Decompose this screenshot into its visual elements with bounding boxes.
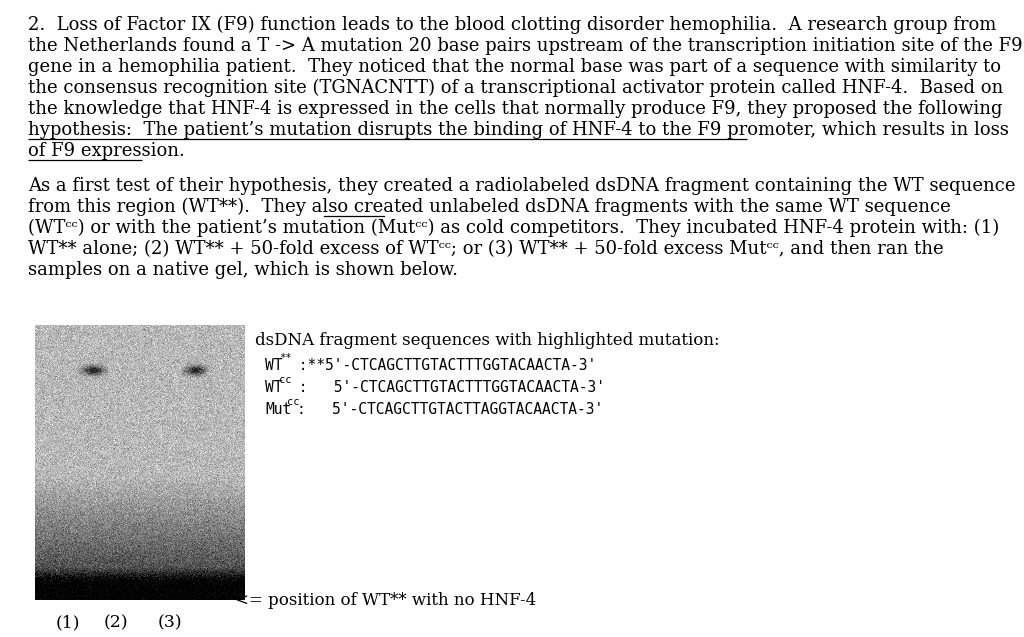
- Text: samples on a native gel, which is shown below.: samples on a native gel, which is shown …: [28, 261, 458, 279]
- Text: :**5'-CTCAGCTTGTACTTTGGTACAACTA-3': :**5'-CTCAGCTTGTACTTTGGTACAACTA-3': [290, 358, 596, 373]
- Text: <= position of WT** with no HNF-4: <= position of WT** with no HNF-4: [234, 592, 537, 609]
- Text: WT** alone; (2) WT** + 50-fold excess of WTᶜᶜ; or (3) WT** + 50-fold excess Mutᶜ: WT** alone; (2) WT** + 50-fold excess of…: [28, 240, 944, 258]
- Text: hypothesis:  The patient’s mutation disrupts the binding of HNF-4 to the F9 prom: hypothesis: The patient’s mutation disru…: [28, 121, 1009, 139]
- Text: cc: cc: [287, 397, 299, 407]
- Text: :   5'-CTCAGCTTGTACTTAGGTACAACTA-3': : 5'-CTCAGCTTGTACTTAGGTACAACTA-3': [297, 402, 603, 417]
- Text: the consensus recognition site (TGNACNTT) of a transcriptional activator protein: the consensus recognition site (TGNACNTT…: [28, 79, 1004, 97]
- Text: 2.  Loss of Factor IX (F9) function leads to the blood clotting disorder hemophi: 2. Loss of Factor IX (F9) function leads…: [28, 16, 996, 34]
- Text: (2): (2): [103, 614, 128, 631]
- Text: (WTᶜᶜ) or with the patient’s mutation (Mutᶜᶜ) as cold competitors.  They incubat: (WTᶜᶜ) or with the patient’s mutation (M…: [28, 219, 999, 237]
- Text: (3): (3): [158, 614, 182, 631]
- Text: Mut: Mut: [265, 402, 291, 417]
- Text: the Netherlands found a T -> A mutation 20 base pairs upstream of the transcript: the Netherlands found a T -> A mutation …: [28, 37, 1023, 55]
- Text: of F9 expression.: of F9 expression.: [28, 142, 185, 160]
- Text: WT: WT: [265, 358, 283, 373]
- Text: :   5'-CTCAGCTTGTACTTTGGTACAACTA-3': : 5'-CTCAGCTTGTACTTTGGTACAACTA-3': [290, 380, 604, 395]
- Text: (1): (1): [55, 614, 80, 631]
- Text: from this region (WT**).  They also created unlabeled dsDNA fragments with the s: from this region (WT**). They also creat…: [28, 198, 950, 216]
- Text: gene in a hemophilia patient.  They noticed that the normal base was part of a s: gene in a hemophilia patient. They notic…: [28, 58, 1001, 76]
- Text: dsDNA fragment sequences with highlighted mutation:: dsDNA fragment sequences with highlighte…: [255, 332, 720, 349]
- Text: cc: cc: [280, 375, 292, 385]
- Text: the knowledge that HNF-4 is expressed in the cells that normally produce F9, the: the knowledge that HNF-4 is expressed in…: [28, 100, 1002, 118]
- Text: As a first test of their hypothesis, they created a radiolabeled dsDNA fragment : As a first test of their hypothesis, the…: [28, 177, 1016, 195]
- Text: WT: WT: [265, 380, 283, 395]
- Text: **: **: [280, 353, 292, 363]
